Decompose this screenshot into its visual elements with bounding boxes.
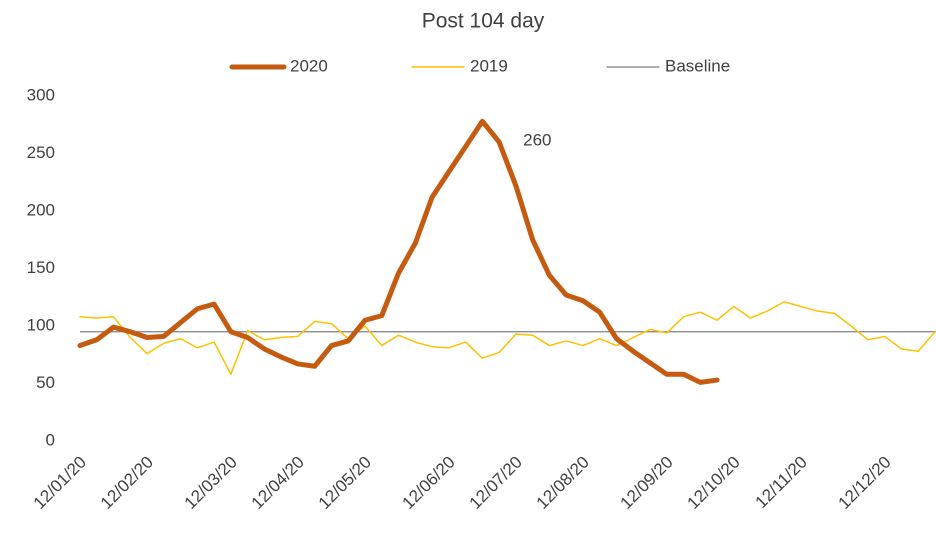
x-tick-label: 12/04/20 [248,453,308,513]
x-tick-label: 12/11/20 [752,453,811,512]
y-tick-label: 200 [27,200,55,219]
x-tick-label: 12/09/20 [617,453,677,513]
x-tick-label: 12/01/20 [30,453,90,513]
legend-label: 2019 [470,56,508,75]
x-tick-label: 12/02/20 [97,453,157,513]
y-tick-label: 150 [27,258,55,277]
x-tick-label: 12/12/20 [834,453,894,513]
y-tick-label: 100 [27,315,55,334]
line-series [79,301,936,376]
x-tick-label: 12/06/20 [399,453,459,513]
x-tick-label: 12/03/20 [181,453,241,513]
x-tick-label: 12/10/20 [684,453,744,513]
line-series [77,118,720,385]
chart-title: Post 104 day [422,10,545,33]
x-tick-label: 12/08/20 [533,453,593,513]
legend-label: 2020 [290,56,328,75]
y-tick-label: 0 [46,430,55,449]
y-tick-label: 250 [27,143,55,162]
y-tick-label: 300 [27,85,55,104]
legend-label: Baseline [665,56,730,75]
annotation: 260 [523,130,551,149]
x-tick-label: 12/05/20 [315,453,375,513]
y-tick-label: 50 [36,373,55,392]
x-tick-label: 12/07/20 [466,453,526,513]
